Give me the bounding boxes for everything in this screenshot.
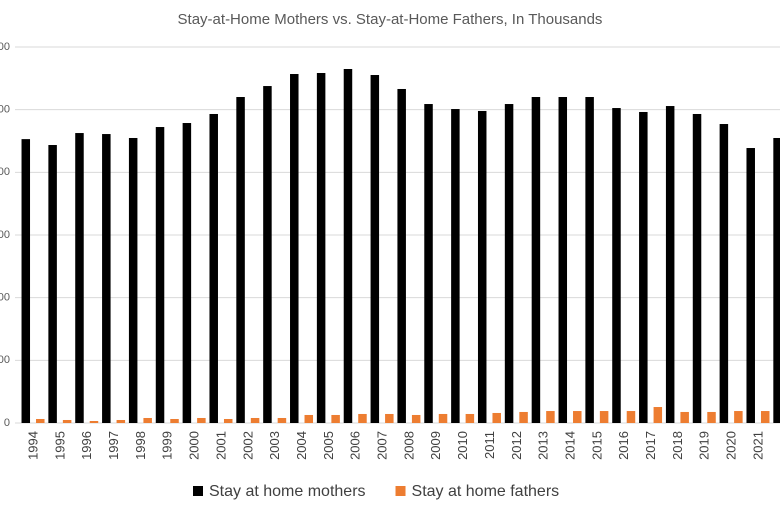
bar — [424, 104, 433, 423]
bar — [558, 97, 568, 424]
x-tick-label: 2017 — [643, 431, 658, 460]
x-tick-label: 2019 — [697, 431, 712, 460]
y-tick-label: 3000 — [0, 229, 10, 241]
legend-swatch — [193, 486, 203, 496]
bar — [504, 104, 514, 423]
x-tick-label: 2008 — [401, 431, 416, 460]
x-tick-label: 2003 — [267, 431, 282, 460]
bar — [707, 411, 716, 423]
bar — [304, 414, 314, 423]
x-tick-label: 1998 — [133, 431, 148, 460]
bar — [250, 417, 260, 423]
x-tick-label: 2001 — [213, 431, 228, 460]
bar — [585, 97, 594, 424]
bar — [746, 148, 755, 423]
bar — [477, 110, 487, 423]
bar — [48, 145, 57, 423]
x-tick-label: 2021 — [750, 431, 765, 460]
bar — [397, 88, 406, 423]
bar — [626, 411, 636, 423]
chart-title: Stay-at-Home Mothers vs. Stay-at-Home Fa… — [178, 11, 603, 28]
bar — [519, 411, 528, 423]
x-tick-label: 2018 — [670, 431, 685, 460]
bar — [143, 417, 152, 423]
bar — [290, 74, 299, 423]
x-tick-label: 2016 — [616, 431, 631, 460]
bar — [102, 134, 111, 423]
bar — [773, 137, 780, 423]
bar — [155, 127, 165, 423]
x-tick-label: 2014 — [562, 431, 577, 460]
bar — [358, 413, 367, 423]
bar — [182, 123, 192, 424]
bar — [36, 418, 45, 423]
bar — [343, 68, 353, 423]
bar — [21, 139, 31, 423]
bar — [385, 413, 394, 423]
legend-label: Stay at home fathers — [412, 483, 560, 500]
x-tick-label: 1996 — [79, 431, 94, 460]
bar — [116, 419, 126, 423]
bar — [75, 133, 84, 424]
x-tick-label: 2006 — [348, 431, 363, 460]
bar — [62, 419, 72, 423]
x-tick-label: 1999 — [160, 431, 175, 460]
x-tick-label: 2009 — [428, 431, 443, 460]
x-tick-label: 2000 — [187, 431, 202, 460]
x-tick-label: 2007 — [375, 431, 390, 460]
bar — [465, 413, 475, 423]
bar — [639, 111, 648, 423]
bar — [223, 418, 233, 423]
bar — [89, 420, 99, 423]
bar — [170, 418, 179, 423]
bar — [734, 411, 743, 423]
legend-swatch — [395, 486, 406, 496]
y-tick-label: 0 — [4, 417, 10, 429]
bar — [316, 73, 326, 424]
bar — [331, 414, 340, 423]
x-tick-label: 2011 — [482, 431, 497, 459]
bar — [599, 411, 609, 423]
bar — [438, 413, 448, 423]
bar — [128, 137, 138, 423]
bar — [665, 106, 675, 424]
y-tick-label: 5000 — [0, 104, 10, 116]
y-tick-label: 2000 — [0, 292, 10, 304]
x-tick-label: 2015 — [589, 431, 604, 460]
y-tick-label: 4000 — [0, 166, 10, 178]
bar — [546, 411, 555, 423]
bar — [236, 97, 245, 424]
x-tick-label: 2022 — [777, 431, 780, 460]
bar — [277, 417, 287, 423]
x-tick-label: 2013 — [536, 431, 551, 460]
bar — [492, 412, 501, 423]
x-tick-label: 2012 — [509, 431, 524, 460]
legend-label: Stay at home mothers — [209, 483, 366, 500]
bar — [692, 113, 702, 424]
x-tick-label: 2002 — [240, 431, 255, 460]
x-tick-label: 2004 — [294, 431, 309, 460]
bar — [370, 75, 380, 424]
bar — [760, 411, 770, 423]
x-tick-label: 2005 — [321, 431, 336, 460]
bar — [451, 109, 460, 423]
y-tick-label: 1000 — [0, 354, 10, 366]
x-tick-label: 1994 — [25, 431, 40, 460]
x-tick-label: 2010 — [455, 431, 470, 460]
bar — [653, 407, 663, 423]
bar — [531, 97, 541, 424]
bar — [680, 411, 689, 423]
bar — [719, 124, 729, 423]
bar — [573, 411, 582, 423]
y-tick-label: 6000 — [0, 41, 10, 53]
x-tick-label: 1995 — [52, 431, 67, 460]
bar — [411, 414, 421, 423]
x-tick-label: 2020 — [724, 431, 739, 460]
bar — [209, 113, 218, 424]
bar — [263, 86, 272, 424]
x-tick-label: 1997 — [106, 431, 121, 460]
bar — [197, 417, 206, 423]
bar — [612, 108, 621, 424]
